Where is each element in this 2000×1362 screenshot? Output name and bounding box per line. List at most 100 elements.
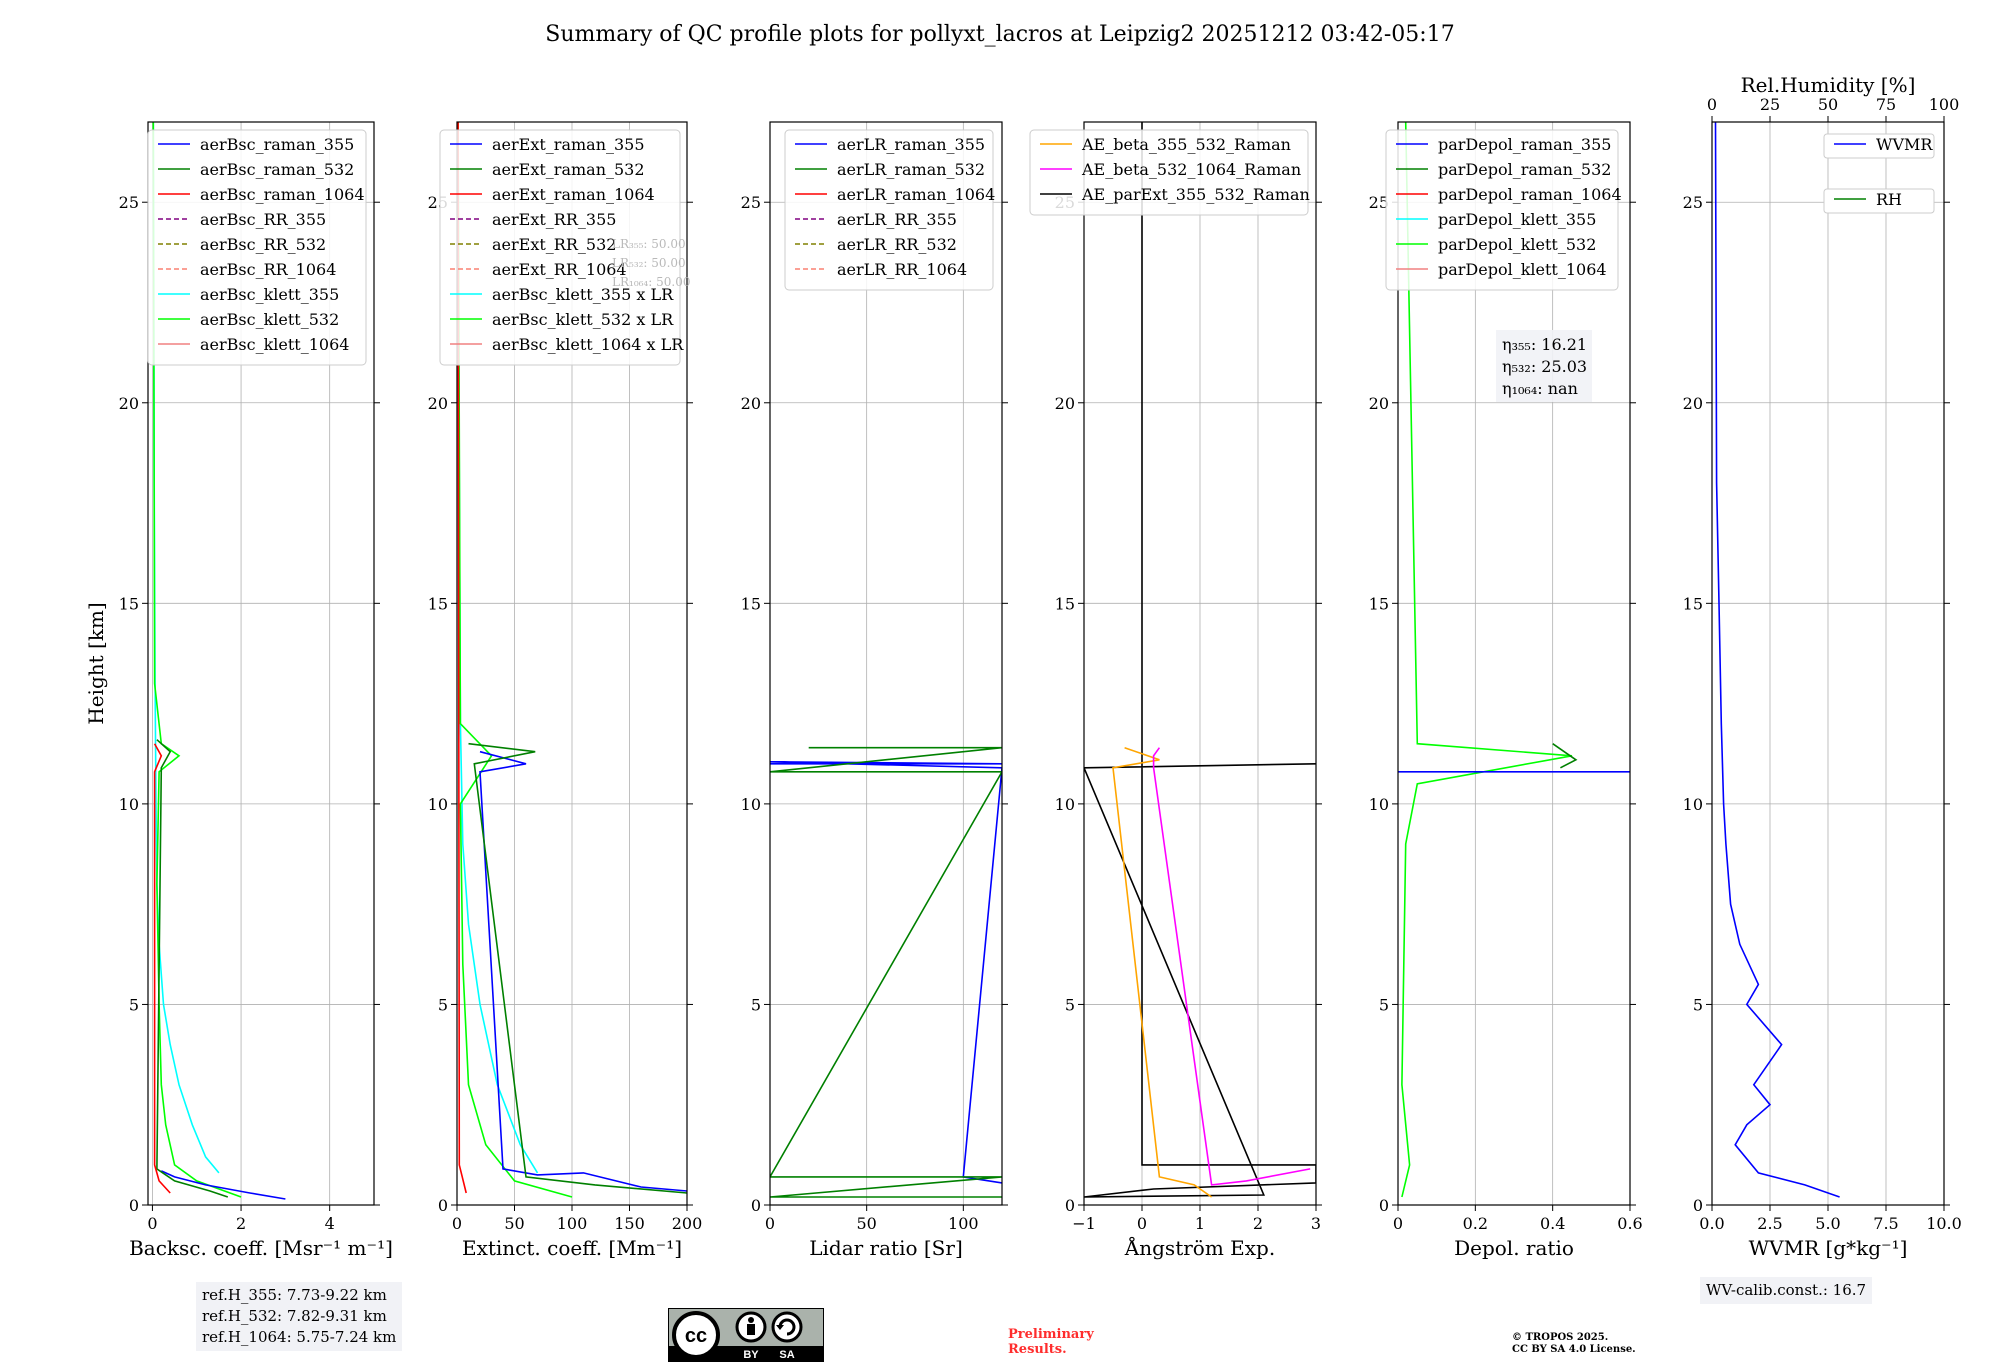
legend-label-aerBsc_raman_532: aerBsc_raman_532 xyxy=(200,160,354,179)
series-AE_beta_355_532_Raman xyxy=(1113,748,1212,1197)
preliminary-line-1: Preliminary xyxy=(1008,1327,1094,1342)
legend-label-aerLR_raman_1064: aerLR_raman_1064 xyxy=(837,185,995,204)
y-tick-label: 0 xyxy=(129,1196,139,1215)
legend-label-aerBsc_klett_532: aerBsc_klett_532 xyxy=(200,310,339,329)
x-axis-label: Ångström Exp. xyxy=(1124,1235,1275,1260)
annotation-text: LR₅₃₂: 50.00 xyxy=(612,256,686,270)
top-x-tick-label: 100 xyxy=(1929,95,1960,114)
y-tick-label: 10 xyxy=(1055,795,1075,814)
annotation-text: η₃₅₅: 16.21 xyxy=(1502,335,1587,354)
legend-label-aerLR_RR_355: aerLR_RR_355 xyxy=(837,210,957,229)
top-x-tick-label: 0 xyxy=(1707,95,1717,114)
copyright-line-2: CC BY SA 4.0 License. xyxy=(1512,1344,1636,1356)
top-x-tick-label: 25 xyxy=(1760,95,1780,114)
y-tick-label: 0 xyxy=(1379,1196,1389,1215)
y-tick-label: 20 xyxy=(1683,394,1703,413)
refh-1064: ref.H_1064: 5.75-7.24 km xyxy=(202,1327,396,1348)
y-tick-label: 25 xyxy=(119,193,139,212)
legend-label-aerLR_RR_1064: aerLR_RR_1064 xyxy=(837,260,967,279)
y-tick-label: 0 xyxy=(438,1196,448,1215)
y-axis-label: Height [km] xyxy=(84,602,108,724)
legend-label-aerBsc_klett_1064: aerBsc_klett_1064 xyxy=(200,335,349,354)
x-axis-label: Lidar ratio [Sr] xyxy=(809,1236,963,1260)
x-tick-label: 10.0 xyxy=(1926,1214,1962,1233)
legend-label-aerBsc_raman_1064: aerBsc_raman_1064 xyxy=(200,185,365,204)
y-tick-label: 20 xyxy=(1369,394,1389,413)
y-tick-label: 10 xyxy=(428,795,448,814)
refh-355: ref.H_355: 7.73-9.22 km xyxy=(202,1285,396,1306)
y-tick-label: 15 xyxy=(1369,594,1389,613)
series-RH xyxy=(1944,804,2000,1201)
legend-label-RH: RH xyxy=(1876,190,1902,209)
y-tick-label: 5 xyxy=(751,995,761,1014)
copyright-note: © TROPOS 2025. CC BY SA 4.0 License. xyxy=(1512,1332,1636,1356)
refh-532: ref.H_532: 7.82-9.31 km xyxy=(202,1306,396,1327)
x-axis-label: Depol. ratio xyxy=(1454,1236,1574,1260)
reference-height-box: ref.H_355: 7.73-9.22 km ref.H_532: 7.82-… xyxy=(196,1282,402,1351)
legend-label-parDepol_raman_1064: parDepol_raman_1064 xyxy=(1438,185,1622,204)
legend-label-aerLR_raman_532: aerLR_raman_532 xyxy=(837,160,985,179)
x-tick-label: 3 xyxy=(1311,1214,1321,1233)
y-tick-label: 5 xyxy=(129,995,139,1014)
legend-label-aerExt_raman_355: aerExt_raman_355 xyxy=(492,135,645,154)
y-tick-label: 5 xyxy=(1379,995,1389,1014)
x-tick-label: 7.5 xyxy=(1873,1214,1898,1233)
annotation-text: η₁₀₆₄: nan xyxy=(1502,379,1578,398)
y-tick-label: 20 xyxy=(119,394,139,413)
legend-label-parDepol_raman_532: parDepol_raman_532 xyxy=(1438,160,1611,179)
legend-label-AE_beta_355_532_Raman: AE_beta_355_532_Raman xyxy=(1081,135,1291,154)
x-tick-label: 0 xyxy=(452,1214,462,1233)
annotation-text: LR₁₀₆₄: 50.00 xyxy=(612,275,690,289)
series-aerBsc_raman_532 xyxy=(157,740,228,1197)
y-tick-label: 15 xyxy=(1683,594,1703,613)
y-tick-label: 20 xyxy=(428,394,448,413)
x-tick-label: 50 xyxy=(504,1214,524,1233)
legend-label-parDepol_klett_532: parDepol_klett_532 xyxy=(1438,235,1596,254)
cc-license-badge: cc BY SA xyxy=(668,1308,824,1362)
x-tick-label: 100 xyxy=(948,1214,979,1233)
legend-label-parDepol_raman_355: parDepol_raman_355 xyxy=(1438,135,1611,154)
x-tick-label: 0.4 xyxy=(1540,1214,1565,1233)
x-tick-label: 0.0 xyxy=(1699,1214,1724,1233)
legend-label-aerBsc_klett_1064 x LR: aerBsc_klett_1064 x LR xyxy=(492,335,684,354)
y-tick-label: 20 xyxy=(741,394,761,413)
series-aerLR_raman_355 xyxy=(770,762,1002,1183)
legend-label-aerExt_raman_1064: aerExt_raman_1064 xyxy=(492,185,655,204)
y-tick-label: 15 xyxy=(1055,594,1075,613)
preliminary-line-2: Results. xyxy=(1008,1342,1094,1357)
y-tick-label: 5 xyxy=(1065,995,1075,1014)
x-tick-label: 2.5 xyxy=(1757,1214,1782,1233)
legend-label-parDepol_klett_355: parDepol_klett_355 xyxy=(1438,210,1596,229)
x-tick-label: 200 xyxy=(672,1214,703,1233)
x-tick-label: 0 xyxy=(765,1214,775,1233)
legend-label-aerExt_RR_355: aerExt_RR_355 xyxy=(492,210,616,229)
y-tick-label: 5 xyxy=(438,995,448,1014)
legend-label-aerBsc_klett_355: aerBsc_klett_355 xyxy=(200,285,339,304)
legend-label-aerBsc_RR_532: aerBsc_RR_532 xyxy=(200,235,326,254)
x-axis-label: Extinct. coeff. [Mm⁻¹] xyxy=(462,1236,682,1260)
y-tick-label: 10 xyxy=(1369,795,1389,814)
legend-label-parDepol_klett_1064: parDepol_klett_1064 xyxy=(1438,260,1607,279)
top-x-tick-label: 75 xyxy=(1876,95,1896,114)
sa-share-icon xyxy=(773,1313,801,1341)
legend-label-aerBsc_RR_1064: aerBsc_RR_1064 xyxy=(200,260,336,279)
y-tick-label: 15 xyxy=(741,594,761,613)
preliminary-note: Preliminary Results. xyxy=(1008,1327,1094,1357)
x-axis-label: Backsc. coeff. [Msr⁻¹ m⁻¹] xyxy=(129,1236,393,1260)
x-tick-label: 50 xyxy=(856,1214,876,1233)
y-tick-label: 0 xyxy=(751,1196,761,1215)
legend-label-aerLR_raman_355: aerLR_raman_355 xyxy=(837,135,985,154)
series-WVMR xyxy=(1716,122,1840,1197)
x-tick-label: 5.0 xyxy=(1815,1214,1840,1233)
wv-calib-box: WV-calib.const.: 16.7 xyxy=(1700,1277,1872,1304)
y-tick-label: 15 xyxy=(428,594,448,613)
y-tick-label: 15 xyxy=(119,594,139,613)
series-group xyxy=(1716,122,2000,1201)
